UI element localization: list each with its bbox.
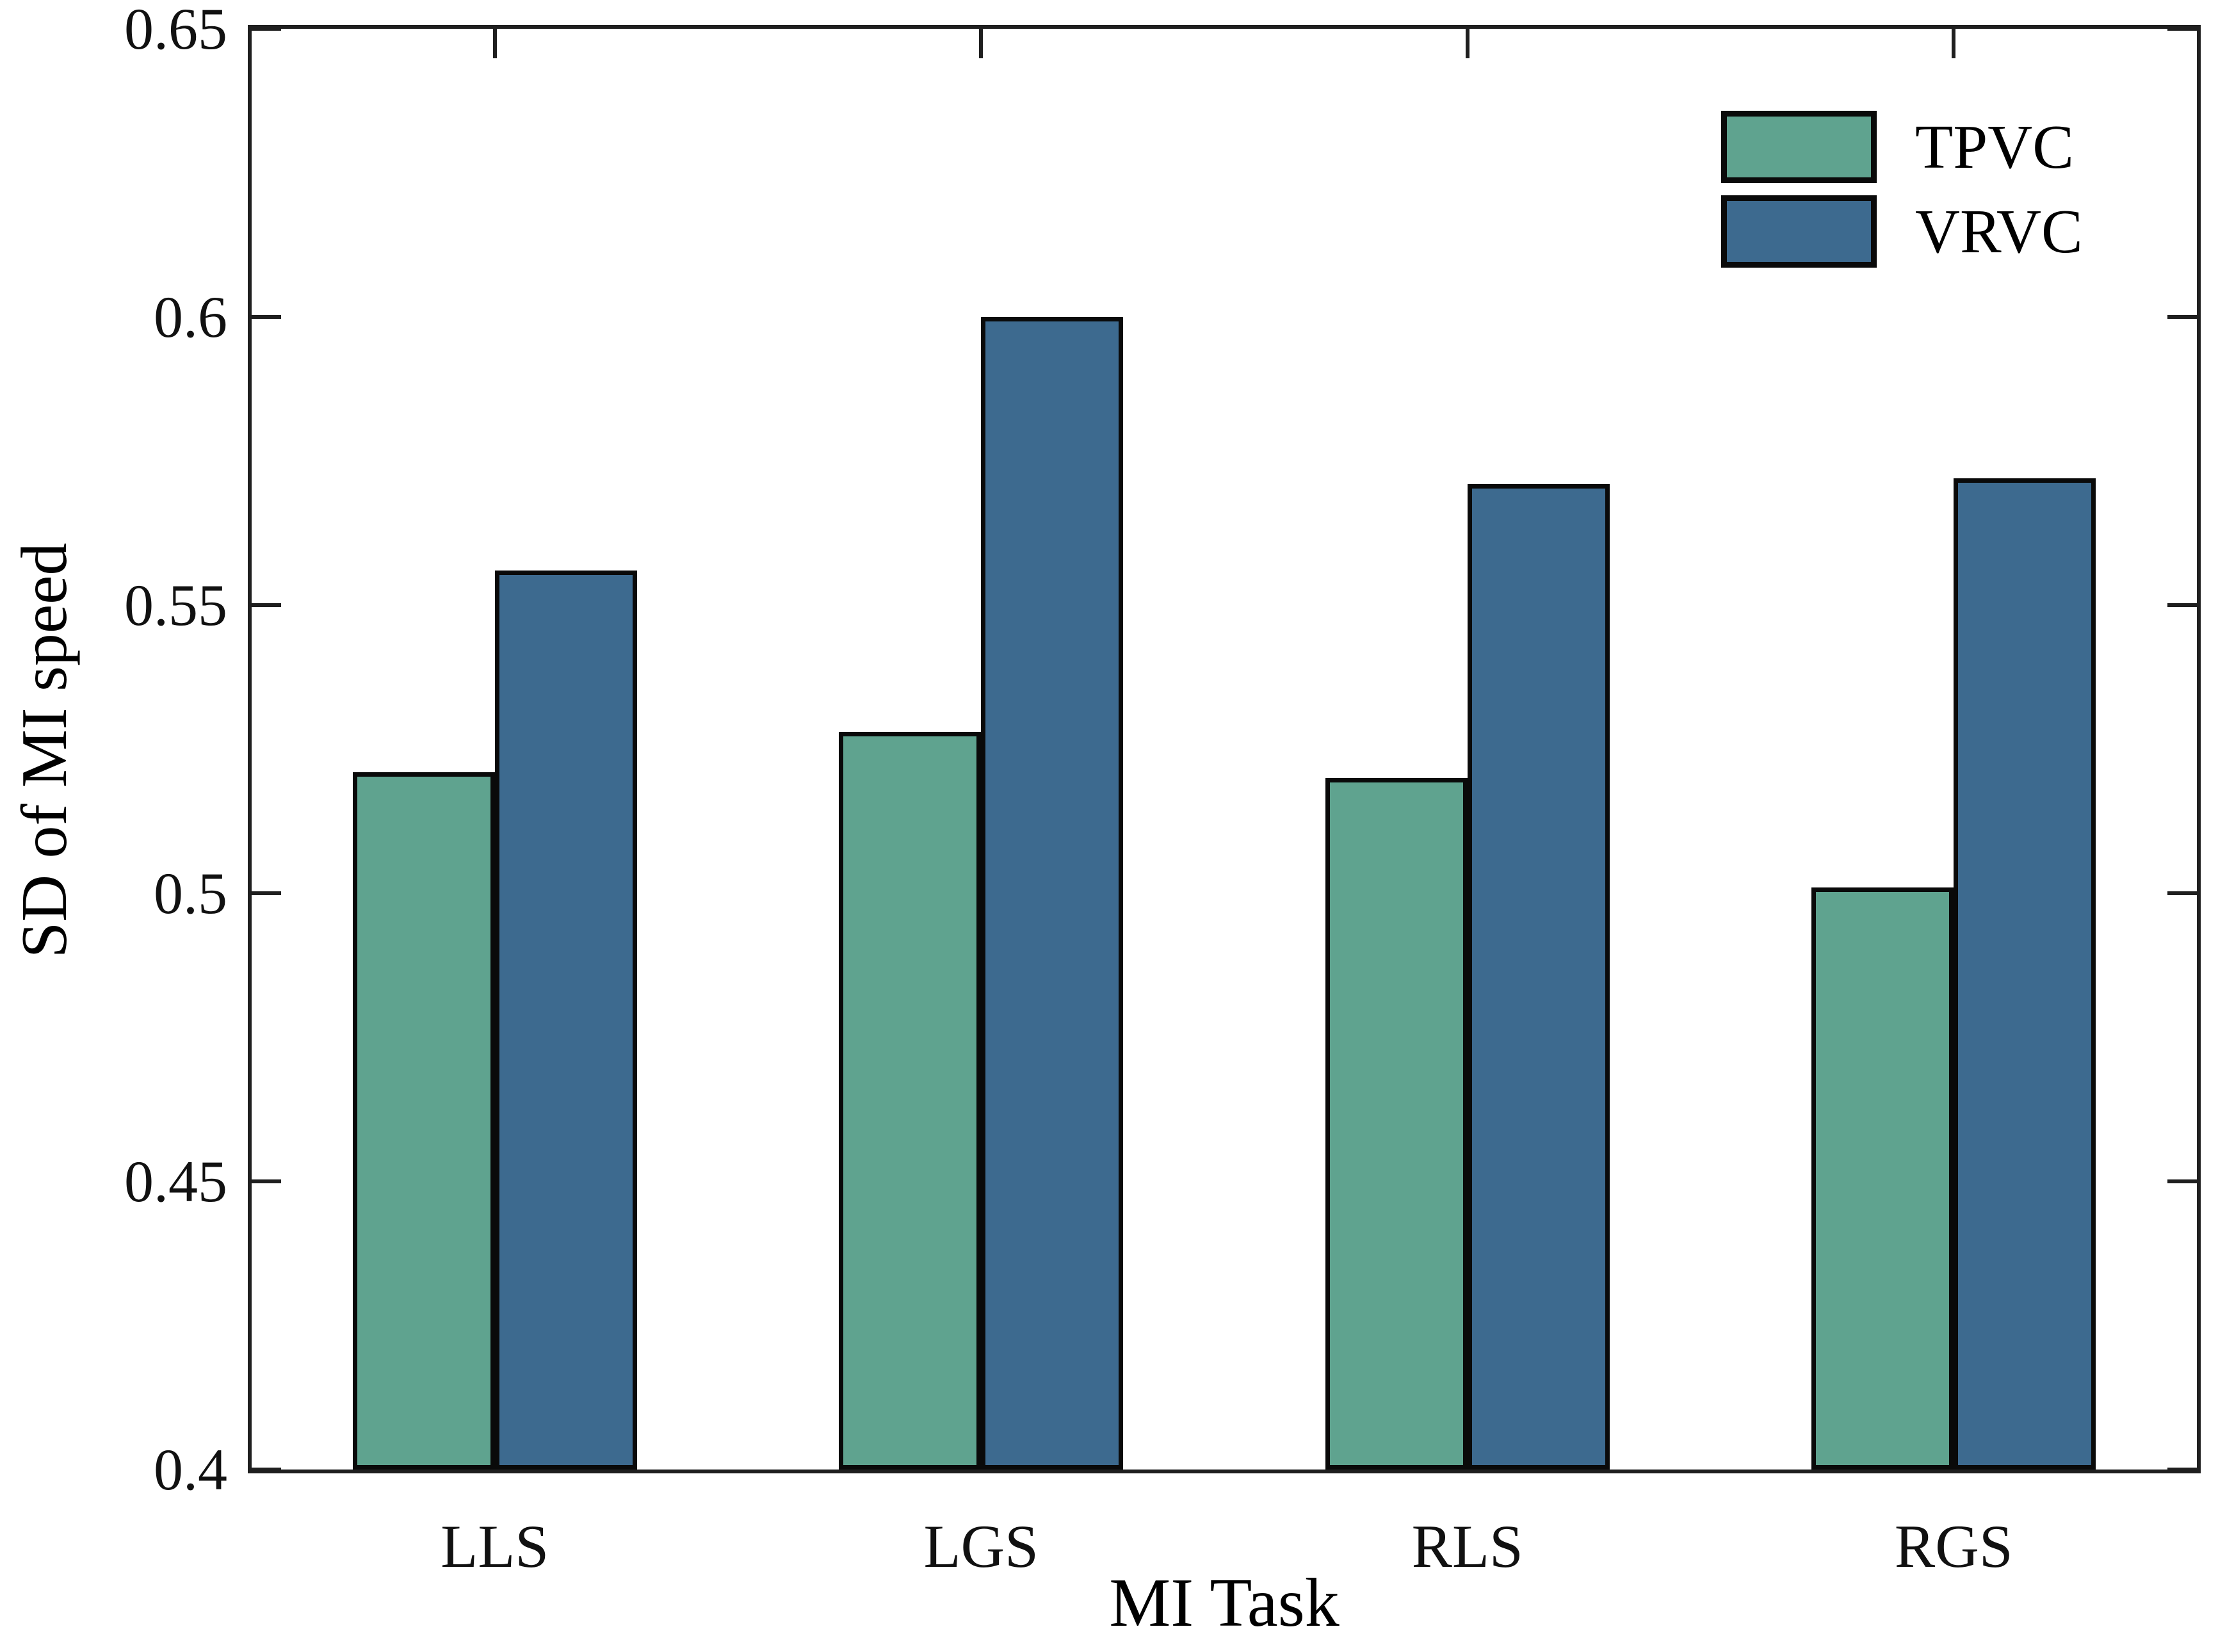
x-tick-mark-top [979,29,984,58]
y-tick-mark [2167,27,2197,31]
y-tick-mark [252,1179,281,1183]
y-tick-mark [2167,891,2197,895]
y-tick-mark [2167,603,2197,607]
y-tick-mark [252,891,281,895]
x-axis-title: MI Task [1109,1565,1340,1641]
legend-swatch-tpvc [1721,111,1877,183]
y-tick-mark [252,1468,281,1471]
legend-entry-tpvc: TPVC [1721,111,2169,183]
x-tick-label-lgs: LGS [923,1512,1039,1580]
y-tick-mark [252,27,281,31]
x-tick-label-rls: RLS [1411,1512,1523,1580]
bar-vrvc-rgs [1954,478,2096,1470]
y-tick-mark [2167,315,2197,319]
y-tick-mark [2167,1179,2197,1183]
x-tick-mark-top [1465,29,1469,58]
legend-swatch-vrvc [1721,195,1877,268]
legend-label-vrvc: VRVC [1915,197,2083,266]
y-tick-mark [2167,1468,2197,1471]
x-tick-mark-top [1952,29,1956,58]
y-tick-label: 0.6 [154,284,227,350]
legend-entry-vrvc: VRVC [1721,195,2169,268]
x-tick-label-rgs: RGS [1894,1512,2013,1580]
y-tick-label: 0.5 [154,861,227,926]
bar-tpvc-rls [1325,778,1468,1470]
bar-vrvc-rls [1467,484,1610,1470]
bar-tpvc-lls [352,772,495,1470]
bar-tpvc-lgs [839,732,982,1470]
y-axis-title: SD of MI speed [8,542,81,959]
y-tick-label: 0.45 [124,1149,227,1214]
legend-label-tpvc: TPVC [1915,113,2074,181]
bar-tpvc-rgs [1811,887,1954,1470]
x-tick-label-lls: LLS [441,1512,549,1580]
y-tick-label: 0.4 [154,1437,227,1502]
x-tick-mark-top [492,29,497,58]
y-tick-mark [252,315,281,319]
bar-vrvc-lgs [981,317,1124,1470]
bar-vrvc-lls [494,571,637,1470]
y-tick-label: 0.65 [124,0,227,61]
y-tick-mark [252,603,281,607]
y-tick-label: 0.55 [124,572,227,638]
